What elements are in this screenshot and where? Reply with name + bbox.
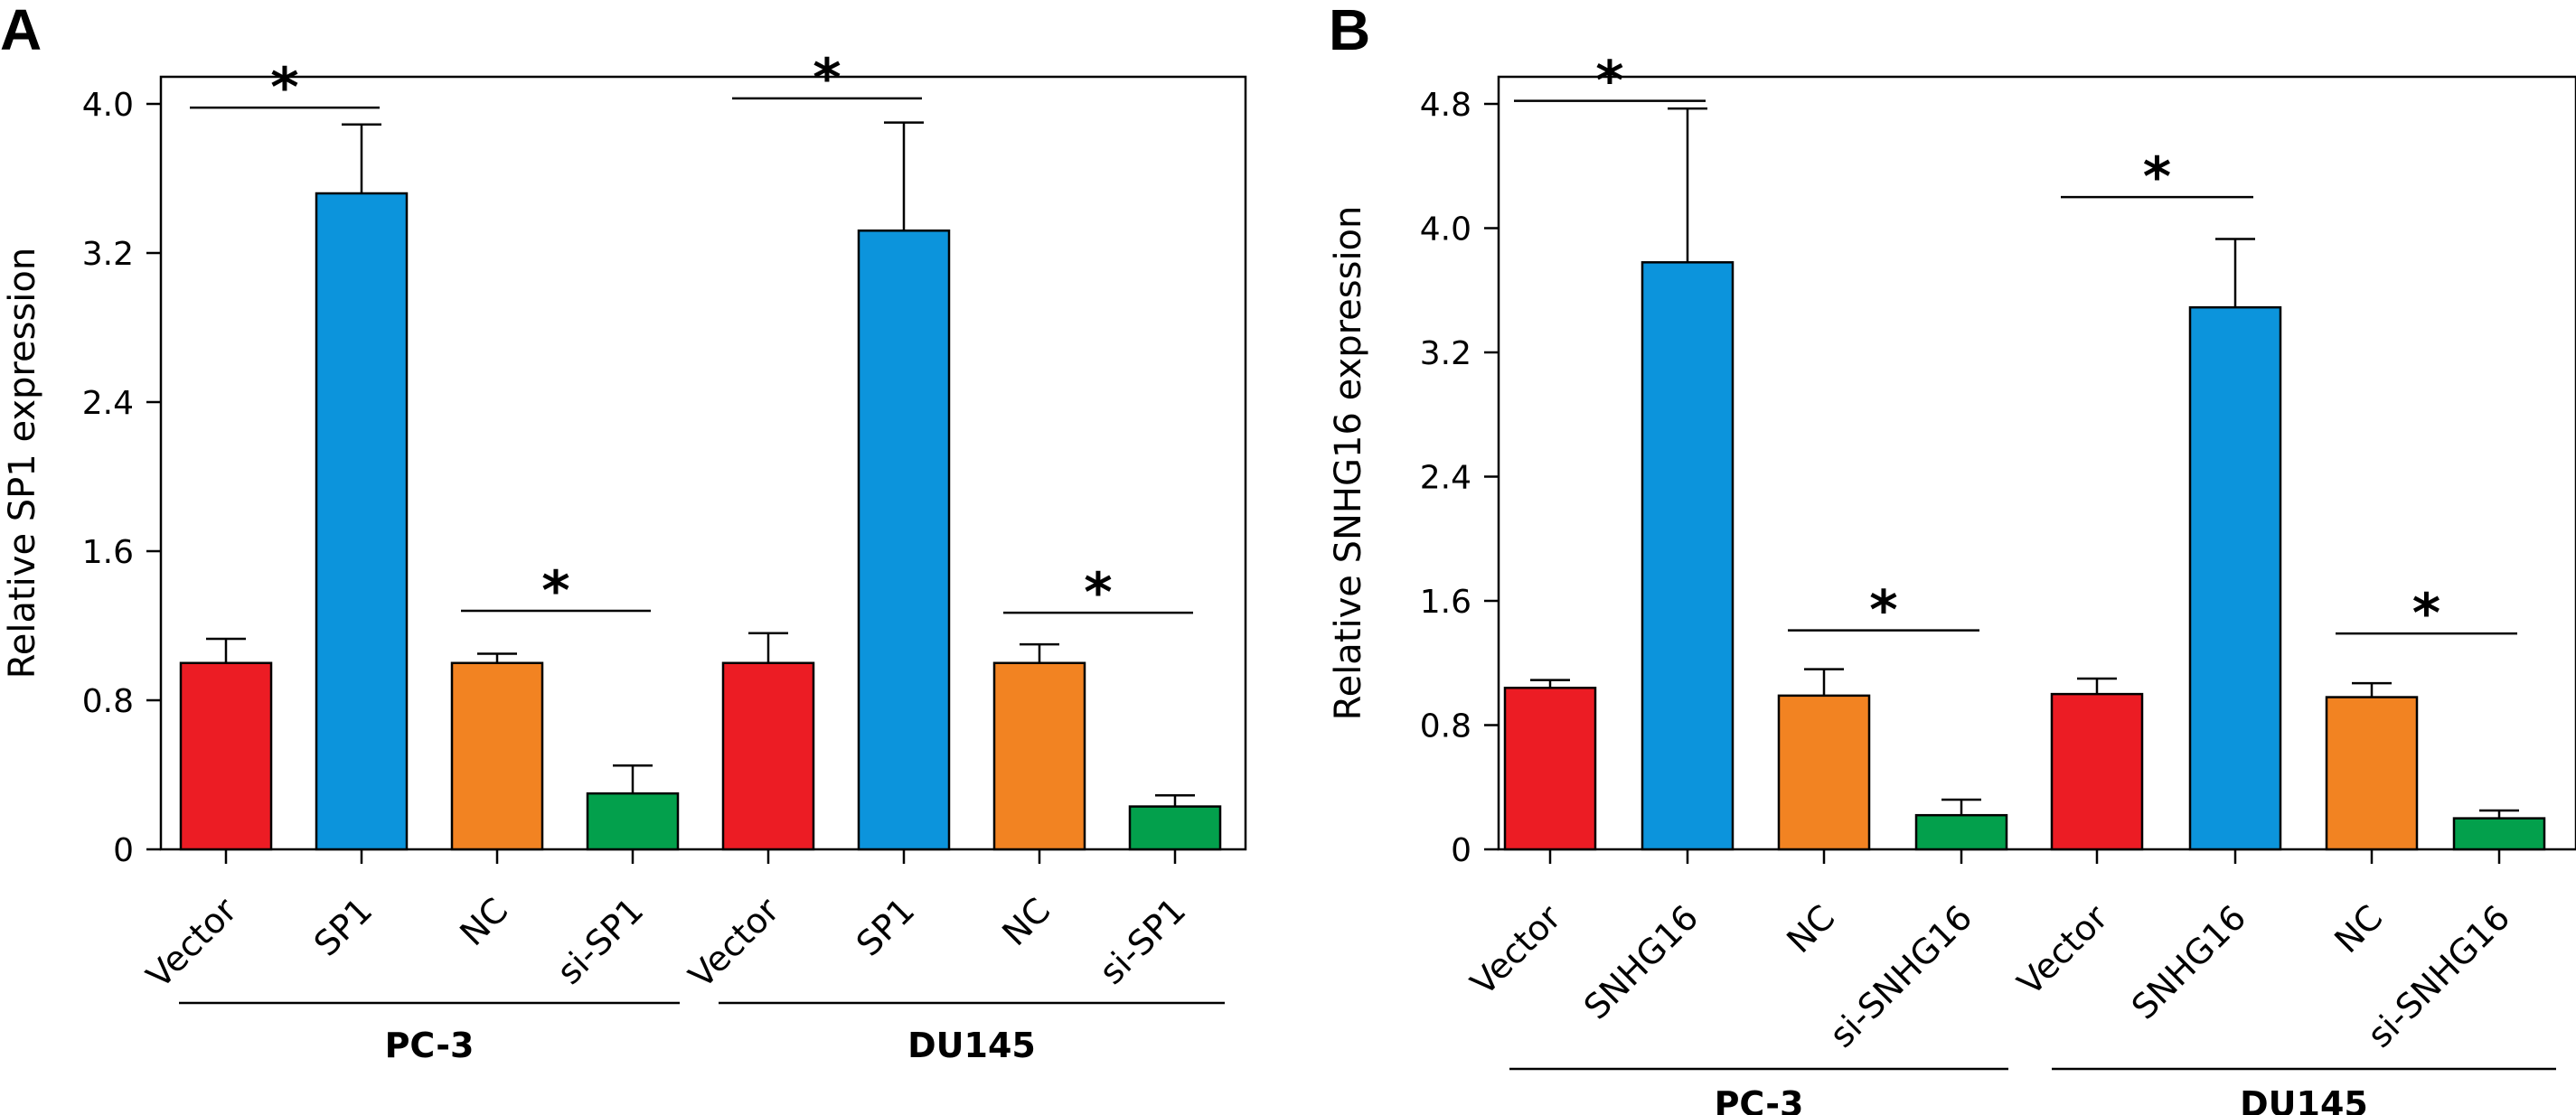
significance-star: * bbox=[1084, 561, 1112, 624]
bar bbox=[1641, 261, 1735, 851]
panel-letter: A bbox=[0, 0, 42, 62]
y-tick-label: 4.0 bbox=[1420, 211, 1471, 248]
y-tick-label: 0.8 bbox=[1420, 708, 1471, 745]
bar bbox=[721, 661, 815, 851]
bar bbox=[1128, 805, 1222, 851]
bar bbox=[315, 192, 409, 851]
group-label: PC-3 bbox=[385, 1026, 475, 1065]
bar bbox=[857, 230, 951, 851]
y-tick-label: 0 bbox=[113, 832, 134, 869]
bar bbox=[2325, 696, 2419, 851]
y-tick-label: 3.2 bbox=[82, 236, 134, 273]
bar bbox=[1777, 694, 1871, 851]
significance-star: * bbox=[813, 47, 841, 110]
bar bbox=[1503, 687, 1597, 851]
significance-star: * bbox=[541, 559, 569, 623]
group-label: DU145 bbox=[907, 1026, 1036, 1065]
significance-star: * bbox=[2412, 582, 2440, 645]
bar bbox=[2050, 692, 2144, 851]
group-label: DU145 bbox=[2240, 1084, 2368, 1115]
y-tick-label: 4.8 bbox=[1420, 87, 1471, 124]
significance-star: * bbox=[2143, 145, 2171, 209]
y-tick-label: 1.6 bbox=[82, 534, 134, 571]
bar bbox=[992, 661, 1086, 851]
plot-frame bbox=[159, 75, 1247, 851]
significance-star: * bbox=[270, 56, 298, 119]
bar bbox=[1914, 813, 2008, 851]
significance-star: * bbox=[1869, 579, 1897, 642]
y-tick-label: 3.2 bbox=[1420, 335, 1471, 372]
y-tick-label: 0 bbox=[1451, 832, 1471, 869]
bar bbox=[2452, 817, 2546, 851]
y-axis-label: Relative SP1 expression bbox=[2, 248, 43, 679]
y-tick-label: 1.6 bbox=[1420, 584, 1471, 621]
panel-letter: B bbox=[1329, 0, 1370, 62]
y-tick-label: 4.0 bbox=[82, 87, 134, 124]
y-tick-label: 0.8 bbox=[82, 683, 134, 720]
y-tick-label: 2.4 bbox=[82, 385, 134, 422]
group-label: PC-3 bbox=[1715, 1084, 1804, 1115]
bar bbox=[179, 661, 273, 851]
plot-frame bbox=[1497, 75, 2576, 851]
bar bbox=[586, 792, 680, 851]
y-tick-label: 2.4 bbox=[1420, 460, 1471, 497]
significance-star: * bbox=[1595, 50, 1623, 113]
y-axis-label: Relative SNHG16 expression bbox=[1328, 206, 1369, 721]
bar bbox=[2188, 305, 2282, 851]
bar bbox=[450, 661, 544, 851]
